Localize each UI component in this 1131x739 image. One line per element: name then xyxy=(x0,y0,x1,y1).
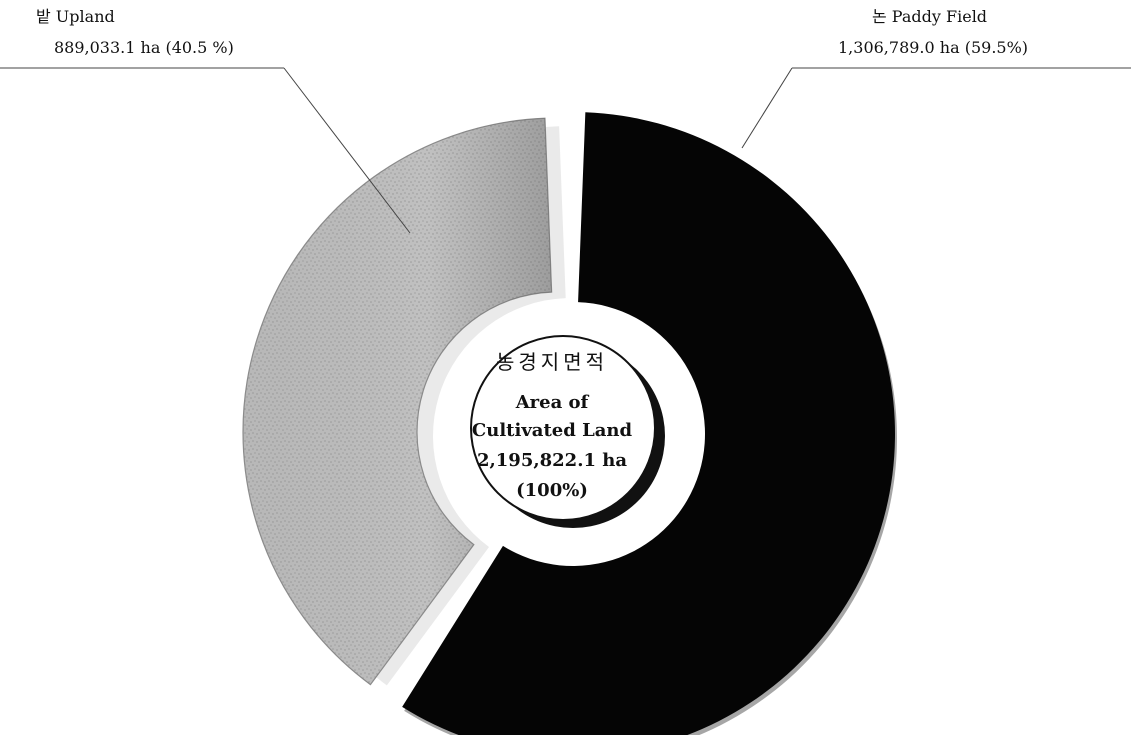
label-upland-group: 밭 Upland 889,033.1 ha (40.5 %) xyxy=(36,7,234,57)
center-circle xyxy=(470,335,656,521)
center-line-2: Cultivated Land xyxy=(472,420,633,441)
center-korean-title: 농경지면적 xyxy=(496,350,608,374)
center-layer xyxy=(470,335,665,528)
label-paddy-title: 논 Paddy Field xyxy=(872,7,987,26)
label-upland-value: 889,033.1 ha (40.5 %) xyxy=(54,38,234,57)
leader-layer xyxy=(0,67,1131,234)
center-percent: (100%) xyxy=(516,480,588,501)
center-line-1: Area of xyxy=(515,392,590,413)
center-label-group: 농경지면적 Area of Cultivated Land 2,195,822.… xyxy=(472,350,633,501)
center-total: 2,195,822.1 ha xyxy=(477,450,627,471)
upland-leader-line xyxy=(283,67,411,234)
label-upland-title: 밭 Upland xyxy=(36,7,115,26)
label-paddy-group: 논 Paddy Field 1,306,789.0 ha (59.5%) xyxy=(838,7,1028,57)
upland-slice-shading xyxy=(243,118,552,685)
slices-layer xyxy=(242,112,897,739)
paddy-leader-line xyxy=(741,67,793,149)
label-paddy-value: 1,306,789.0 ha (59.5%) xyxy=(838,38,1028,57)
paddy-slice xyxy=(402,112,895,739)
